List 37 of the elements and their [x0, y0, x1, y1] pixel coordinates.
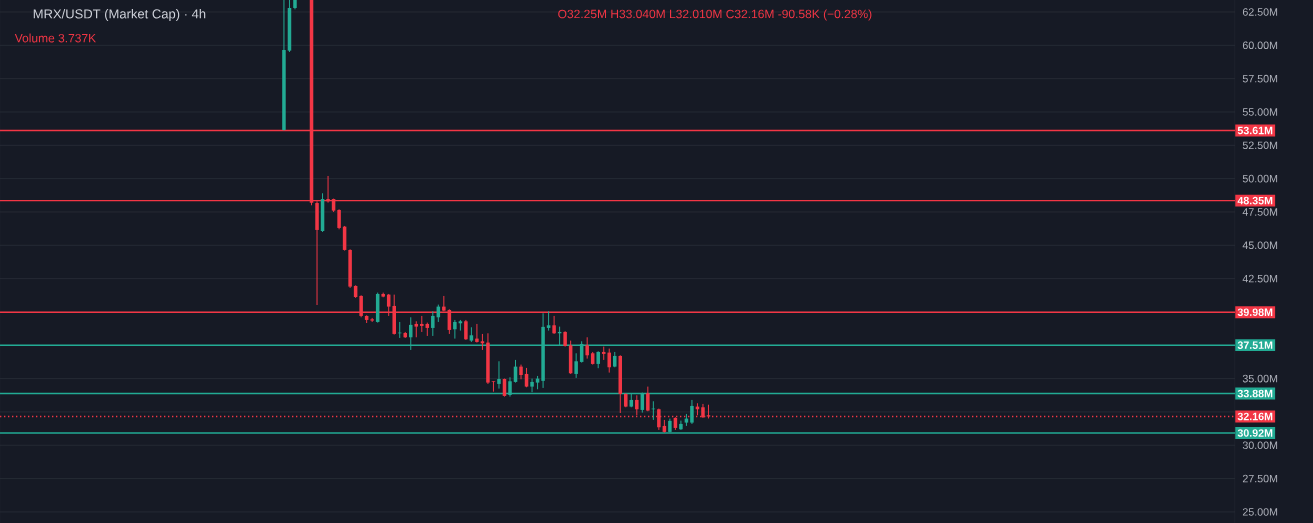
text: MRX/USDT (Market Cap) · 4h — [33, 8, 206, 22]
y-tick-label: 27.50M — [1242, 474, 1278, 483]
annotation: Volume 3.737K — [14, 33, 96, 43]
annotation: O32.25M H33.040M L32.010M C32.16M -90.58K (−0.28%) — [558, 9, 872, 21]
candlestick — [497, 360, 501, 390]
candlestick — [585, 336, 589, 360]
ref-line-label: 33.88M — [1237, 389, 1273, 398]
candlestick — [431, 310, 435, 337]
y-tick-label: 30.00M — [1242, 441, 1278, 450]
candlestick — [690, 399, 694, 425]
y-tick-label: 62.50M — [1242, 8, 1278, 16]
y-tick-label: 50.00M — [1242, 174, 1278, 183]
y-tick-label: 25.00M — [1242, 508, 1278, 516]
ref-line-label: 30.92M — [1237, 429, 1273, 437]
ref-line-label: 37.51M — [1237, 341, 1273, 349]
y-tick-label: 52.50M — [1242, 141, 1278, 150]
candlestick — [475, 323, 479, 344]
y-tick-label: 55.00M — [1242, 108, 1278, 116]
candlestick — [552, 315, 556, 335]
y-tick-label: 60.00M — [1242, 41, 1278, 50]
ref-line-label: 32.16M — [1237, 412, 1273, 421]
y-tick-label: 35.00M — [1242, 374, 1278, 383]
y-tick-label: 57.50M — [1242, 74, 1278, 83]
candlestick — [607, 348, 611, 374]
y-tick-label: 42.50M — [1242, 274, 1278, 283]
candlestick — [453, 319, 457, 340]
y-tick-label: 47.50M — [1242, 208, 1278, 216]
candlestick — [574, 352, 578, 379]
candlestick — [546, 310, 551, 332]
ref-line-label: 39.98M — [1237, 308, 1273, 316]
candlestick — [646, 386, 650, 412]
ref-line-label: 53.61M — [1237, 126, 1273, 135]
y-tick-label: 45.00M — [1242, 241, 1278, 250]
candlestick — [464, 319, 468, 341]
candlestick — [491, 380, 496, 393]
ref-line-label: 48.35M — [1237, 196, 1273, 205]
candlestick — [337, 208, 341, 230]
